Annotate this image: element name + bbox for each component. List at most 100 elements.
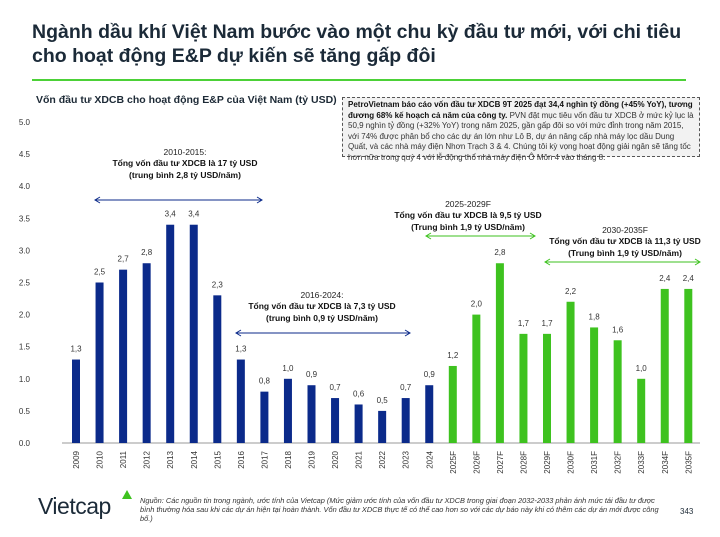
x-tick-label: 2033F (637, 451, 646, 474)
x-tick-label: 2026F (472, 451, 481, 474)
y-tick-label: 5.0 (19, 118, 31, 127)
y-tick-label: 4.0 (19, 182, 31, 191)
page-title: Ngành dầu khí Việt Nam bước vào một chu … (32, 21, 682, 67)
y-tick-label: 2.0 (19, 311, 31, 320)
callout-bold: PetroVietnam báo cáo vốn đầu tư XDCB 9T … (348, 100, 693, 120)
annotation-average: (trung bình 0,9 tỷ USD/năm) (266, 313, 378, 323)
x-tick-label: 2024 (425, 450, 434, 468)
x-tick-label: 2021 (355, 450, 364, 468)
data-label: 2,8 (494, 248, 506, 257)
annotation-average: (trung bình 2,8 tỷ USD/năm) (129, 170, 241, 180)
y-tick-label: 4.5 (19, 150, 31, 159)
annotation-period: 2030-2035F (602, 225, 648, 235)
x-tick-label: 2027F (496, 451, 505, 474)
data-label: 1,3 (235, 345, 247, 354)
bar-2034F (660, 288, 669, 443)
x-tick-label: 2035F (684, 451, 693, 474)
x-tick-label: 2022 (378, 450, 387, 468)
x-tick-label: 2025F (449, 451, 458, 474)
vietcap-logo: Vietcap (38, 493, 111, 519)
callout-text: PVN đặt mục tiêu vốn đầu tư XDCB ở mức k… (348, 110, 694, 162)
data-label: 1,7 (518, 319, 530, 328)
data-label: 1,2 (447, 351, 459, 360)
data-label: 1,0 (282, 364, 294, 373)
bar-2033F (637, 378, 646, 443)
x-tick-label: 2023 (402, 450, 411, 468)
data-label: 2,4 (683, 274, 695, 283)
y-tick-label: 2.5 (19, 279, 31, 288)
bar-2014 (189, 224, 198, 443)
arrowhead-icon (425, 232, 536, 240)
data-label: 1,0 (636, 364, 648, 373)
title-divider (32, 79, 686, 81)
logo-triangle-icon (122, 490, 132, 499)
data-label: 0,7 (329, 383, 341, 392)
bar-2024 (425, 385, 434, 443)
x-tick-label: 2030F (567, 451, 576, 474)
x-tick-label: 2028F (519, 451, 528, 474)
y-tick-label: 3.0 (19, 246, 31, 255)
chart-title: Vốn đầu tư XDCB cho hoạt động E&P của Vi… (36, 94, 337, 106)
bar-2009 (72, 359, 80, 443)
x-tick-label: 2017 (260, 450, 269, 468)
y-tick-label: 1.0 (19, 375, 31, 384)
x-tick-label: 2031F (590, 451, 599, 474)
bar-2023 (401, 398, 410, 443)
data-label: 1,6 (612, 325, 624, 334)
bar-2022 (378, 410, 387, 443)
data-label: 0,6 (353, 389, 365, 398)
bar-2011 (119, 269, 128, 443)
y-tick-label: 3.5 (19, 214, 31, 223)
annotation-average: (Trung bình 1,9 tỷ USD/năm) (411, 222, 525, 232)
bar-chart: 0.0 0.5 1.0 1.5 2.0 2.5 3.0 3.5 4.0 4.5 5.0 1,3 2009… (19, 118, 701, 474)
bar-2013 (166, 224, 175, 443)
x-tick-label: 2029F (543, 451, 552, 474)
annotation-period: 2025-2029F (445, 199, 491, 209)
x-tick-label: 2010 (96, 450, 105, 468)
x-tick-label: 2015 (213, 450, 222, 468)
data-label: 1,7 (541, 319, 553, 328)
annotation-total: Tổng vốn đầu tư XDCB là 9,5 tỷ USD (394, 210, 541, 220)
bar-2019 (307, 385, 316, 443)
x-tick-label: 2018 (284, 450, 293, 468)
y-tick-label: 0.5 (19, 407, 31, 416)
annotation-period: 2010-2015: (163, 147, 206, 157)
arrowhead-icon (94, 196, 263, 204)
bar-2027F (495, 263, 504, 443)
arrowhead-icon (235, 329, 411, 337)
data-label: 0,8 (259, 377, 271, 386)
bar-2031F (590, 327, 599, 443)
bar-2026F (472, 314, 481, 443)
y-tick-label: 1.5 (19, 343, 31, 352)
data-label: 0,7 (400, 383, 412, 392)
x-tick-label: 2016 (237, 450, 246, 468)
annotation-average: (Trung bình 1,9 tỷ USD/năm) (568, 248, 682, 258)
data-label: 1,8 (589, 312, 601, 321)
x-tick-label: 2014 (190, 450, 199, 468)
page-number: 343 (680, 507, 694, 516)
bar-2012 (142, 263, 151, 443)
annotation-total: Tổng vốn đầu tư XDCB là 17 tỷ USD (112, 158, 257, 168)
x-tick-label: 2019 (308, 450, 317, 468)
data-label: 2,8 (141, 248, 153, 257)
data-label: 2,4 (659, 274, 671, 283)
bar-2035F (684, 288, 693, 443)
y-tick-label: 0.0 (19, 439, 31, 448)
bar-2017 (260, 391, 269, 443)
bar-2016 (236, 359, 245, 443)
bar-2020 (331, 398, 340, 443)
data-label: 2,7 (118, 255, 130, 264)
x-tick-label: 2011 (119, 450, 128, 468)
data-label: 3,4 (188, 210, 200, 219)
bar-2028F (519, 333, 528, 443)
callout-box: PetroVietnam báo cáo vốn đầu tư XDCB 9T … (342, 97, 700, 162)
bar-2015 (213, 295, 222, 443)
data-label: 0,5 (377, 396, 389, 405)
bar-2032F (613, 340, 622, 443)
annotation-total: Tổng vốn đầu tư XDCB là 7,3 tỷ USD (248, 301, 395, 311)
bar-2010 (95, 282, 104, 443)
annotation-total: Tổng vốn đầu tư XDCB là 11,3 tỷ USD (549, 236, 701, 246)
arrowhead-icon (544, 258, 701, 266)
annotation-period: 2016-2024: (300, 290, 343, 300)
data-label: 3,4 (165, 210, 177, 219)
